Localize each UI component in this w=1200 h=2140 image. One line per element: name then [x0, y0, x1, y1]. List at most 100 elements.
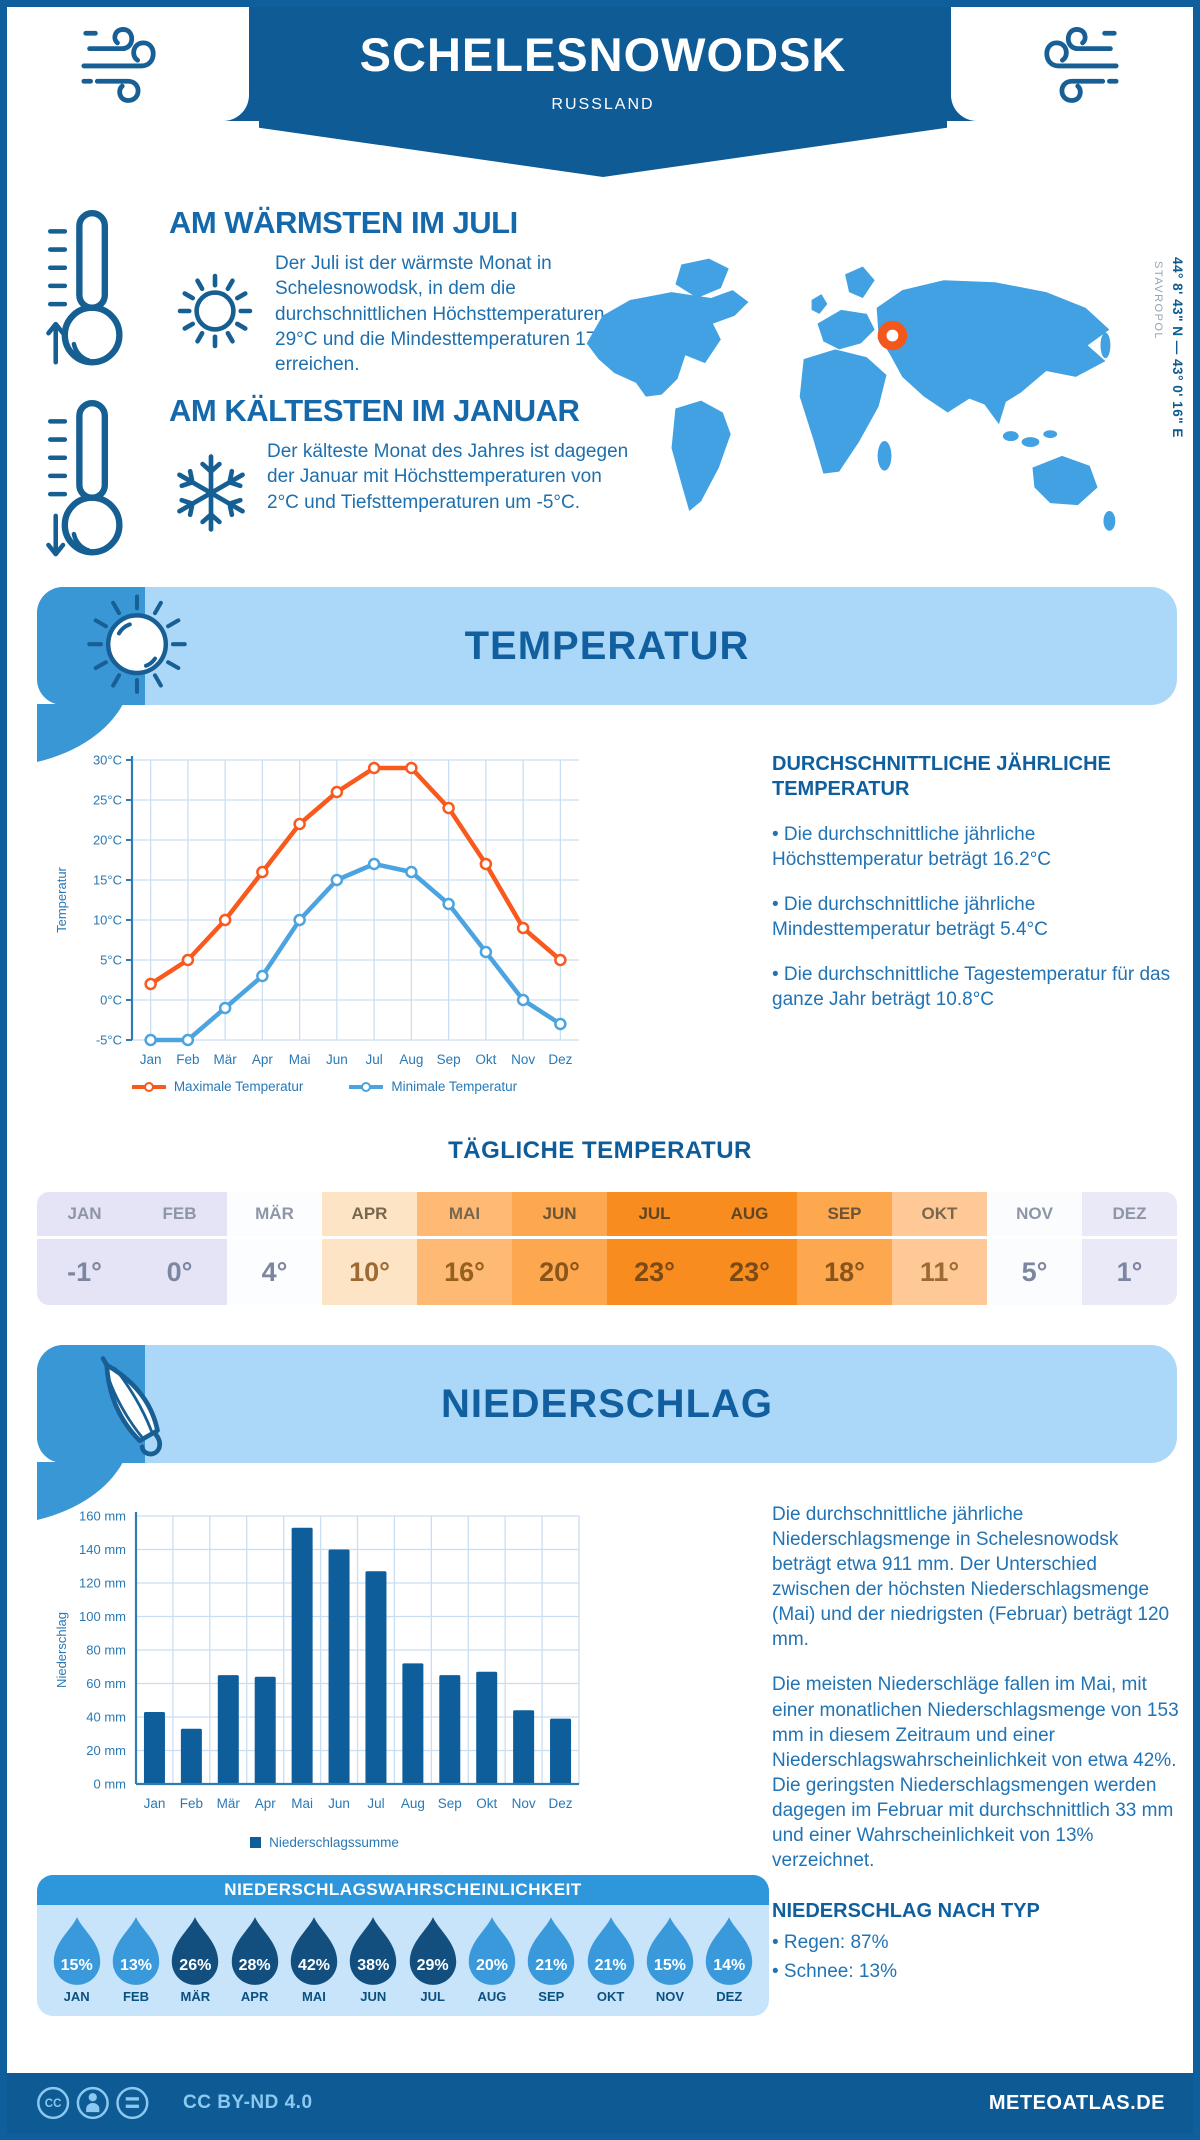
data-point — [442, 801, 455, 815]
site-label: METEOATLAS.DE — [988, 2091, 1165, 2114]
temperature-banner-title: TEMPERATUR — [464, 624, 750, 668]
probability-droplet: 14% DEZ — [700, 1915, 759, 2004]
probability-droplet: 29% JUL — [403, 1915, 462, 2004]
daily-month-label: APR — [322, 1192, 417, 1236]
precip-bar — [476, 1671, 498, 1784]
precip-bar — [402, 1663, 424, 1784]
daily-temp-value: 10° — [322, 1239, 417, 1305]
legend-item: Niederschlagssumme — [250, 1835, 399, 1850]
wind-icon — [1024, 16, 1120, 112]
probability-droplet: 26% MÄR — [166, 1915, 225, 2004]
probability-droplet: 15% JAN — [47, 1915, 106, 2004]
probability-droplet: 21% OKT — [581, 1915, 640, 2004]
droplet-icon — [350, 1917, 397, 1985]
svg-text:Nov: Nov — [511, 1052, 535, 1067]
daily-month-column: SEP 18° — [797, 1192, 892, 1305]
banner-curl — [37, 704, 123, 762]
precip-bar — [254, 1676, 276, 1784]
svg-text:80 mm: 80 mm — [86, 1643, 126, 1658]
data-point — [218, 1001, 232, 1015]
probability-droplet: 21% SEP — [522, 1915, 581, 2004]
annual-bullet: • Die durchschnittliche Tagestemperatur … — [772, 964, 1171, 1011]
license-label: CC BY-ND 4.0 — [183, 2092, 313, 2113]
droplet-icon — [290, 1917, 338, 1985]
page-subtitle: RUSSLAND — [551, 96, 655, 113]
svg-text:Apr: Apr — [252, 1052, 274, 1067]
svg-text:Feb: Feb — [176, 1052, 199, 1067]
cold-block: AM KÄLTESTEN IM JANUAR Der kälteste Mona… — [169, 393, 669, 535]
svg-text:Jan: Jan — [140, 1052, 162, 1067]
svg-text:Dez: Dez — [548, 1052, 572, 1067]
svg-text:25°C: 25°C — [93, 793, 122, 808]
svg-text:40 mm: 40 mm — [86, 1710, 126, 1725]
data-point — [330, 873, 344, 887]
svg-text:Apr: Apr — [255, 1796, 277, 1811]
precipitation-bar-chart: 0 mm 20 mm 40 mm 60 mm 80 mm 100 mm 120 mm 140 … — [54, 1509, 580, 1811]
world-map — [565, 249, 1137, 567]
data-point — [256, 865, 269, 879]
sun-icon — [83, 592, 191, 700]
daily-month-column: FEB 0° — [132, 1192, 227, 1305]
svg-text:5°C: 5°C — [100, 953, 122, 968]
umbrella-icon — [75, 1347, 187, 1467]
droplet-icon — [112, 1917, 160, 1985]
daily-temp-value: 23° — [702, 1239, 797, 1305]
wind-decoration-right — [951, 7, 1193, 121]
precip-bar — [328, 1549, 350, 1784]
data-point — [144, 1033, 157, 1047]
droplet-icon — [468, 1917, 516, 1985]
banner-curl — [37, 1462, 123, 1520]
annual-temperature-summary: DURCHSCHNITTLICHE JÄHRLICHE TEMPERATUR •… — [772, 752, 1180, 1012]
daily-temp-value: 5° — [987, 1239, 1082, 1305]
daily-month-label: AUG — [702, 1192, 797, 1236]
daily-temp-value: 16° — [417, 1239, 512, 1305]
daily-table-title: TÄGLICHE TEMPERATUR — [448, 1137, 752, 1164]
daily-month-column: OKT 11° — [892, 1192, 987, 1305]
data-point — [442, 897, 455, 911]
svg-text:Mär: Mär — [217, 1796, 241, 1811]
precip-bar — [365, 1571, 387, 1784]
annual-bullet: • Die durchschnittliche jährliche Mindes… — [772, 894, 1048, 941]
temperature-chart-legend: Maximale Temperatur Minimale Temperatur — [52, 1079, 597, 1094]
daily-temp-value: -1° — [37, 1239, 132, 1305]
svg-text:Sep: Sep — [437, 1052, 461, 1067]
daily-month-label: SEP — [797, 1192, 892, 1236]
data-point — [554, 953, 567, 967]
warm-title: AM WÄRMSTEN IM JULI — [169, 205, 518, 240]
daily-month-label: MÄR — [227, 1192, 322, 1236]
data-point — [218, 913, 232, 927]
precip-bar — [180, 1728, 202, 1784]
precip-type-bullet: • Regen: 87% — [772, 1932, 889, 1954]
daily-temp-value: 4° — [227, 1239, 322, 1305]
data-point — [405, 761, 418, 775]
coordinates-label: 44° 8' 43" N — 43° 0' 16" E — [1170, 257, 1185, 438]
precip-bar — [439, 1675, 461, 1784]
legend-item: Minimale Temperatur — [349, 1079, 517, 1094]
svg-text:140 mm: 140 mm — [79, 1542, 126, 1557]
probability-droplet: 15% NOV — [640, 1915, 699, 2004]
daily-month-column: JAN -1° — [37, 1192, 132, 1305]
daily-temp-value: 20° — [512, 1239, 607, 1305]
daily-month-column: APR 10° — [322, 1192, 417, 1305]
data-point — [293, 913, 306, 927]
daily-temp-value: 23° — [607, 1239, 702, 1305]
svg-text:Temperatur: Temperatur — [54, 866, 69, 932]
data-point — [479, 945, 493, 959]
droplet-icon — [53, 1917, 100, 1985]
svg-text:15°C: 15°C — [93, 873, 122, 888]
temperature-banner: TEMPERATUR — [37, 587, 1177, 762]
probability-droplet: 13% FEB — [106, 1915, 165, 2004]
daily-month-label: DEZ — [1082, 1192, 1177, 1236]
probability-droplets: 15% JAN 13% FEB 26% MÄR 28% APR 42% MAI 38% JUN 29% J… — [37, 1905, 769, 2016]
data-point — [181, 953, 195, 967]
svg-text:Aug: Aug — [401, 1796, 425, 1811]
precip-bar — [143, 1711, 165, 1784]
droplet-icon — [409, 1917, 456, 1985]
svg-text:120 mm: 120 mm — [79, 1576, 126, 1591]
data-point — [367, 857, 381, 871]
precipitation-banner: NIEDERSCHLAG — [37, 1345, 1177, 1520]
svg-text:10°C: 10°C — [93, 913, 122, 928]
droplet-icon — [706, 1917, 753, 1985]
daily-temp-value: 0° — [132, 1239, 227, 1305]
